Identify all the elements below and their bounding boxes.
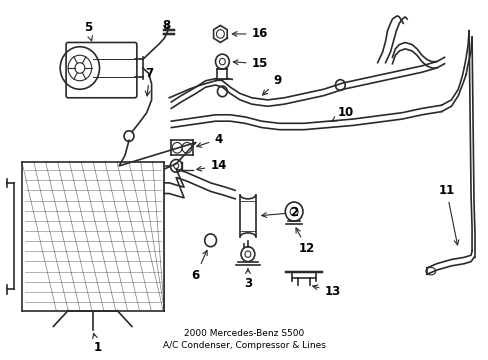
Text: 9: 9 [262, 74, 281, 95]
Text: 2: 2 [261, 206, 298, 219]
Text: 2000 Mercedes-Benz S500
A/C Condenser, Compressor & Lines: 2000 Mercedes-Benz S500 A/C Condenser, C… [162, 329, 325, 350]
Text: 13: 13 [312, 285, 340, 298]
Text: 3: 3 [244, 269, 251, 291]
Text: 16: 16 [232, 27, 267, 40]
Text: 7: 7 [145, 67, 153, 96]
Text: 12: 12 [295, 228, 314, 255]
Text: 1: 1 [92, 334, 102, 354]
Text: 10: 10 [331, 106, 354, 121]
Text: 14: 14 [197, 159, 226, 172]
Text: 15: 15 [233, 57, 267, 70]
Text: 6: 6 [191, 251, 207, 282]
Text: 8: 8 [162, 19, 170, 32]
Text: 4: 4 [196, 133, 222, 147]
Text: 11: 11 [437, 184, 458, 245]
Text: 5: 5 [83, 21, 92, 41]
